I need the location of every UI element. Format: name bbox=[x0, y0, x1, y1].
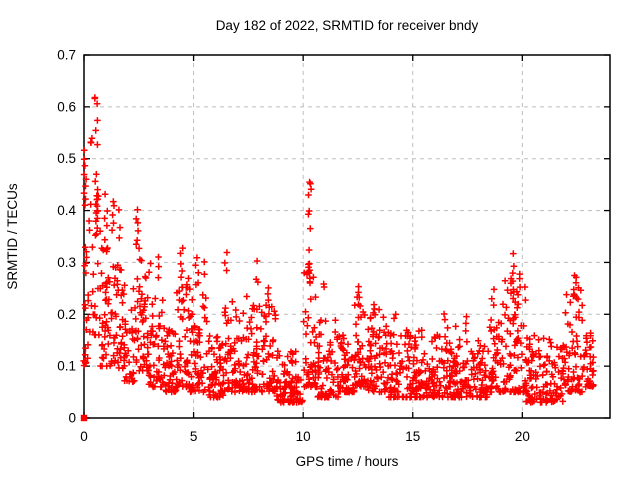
y-tick-label: 0.4 bbox=[57, 203, 76, 218]
data-points bbox=[80, 94, 597, 422]
y-tick-label: 0.5 bbox=[57, 151, 76, 166]
scatter-markers bbox=[80, 94, 597, 406]
plot-border-rect bbox=[83, 54, 611, 419]
y-tick-label: 0.3 bbox=[57, 255, 76, 270]
y-tick-label: 0.7 bbox=[57, 48, 76, 63]
chart-title: Day 182 of 2022, SRMTID for receiver bnd… bbox=[216, 18, 479, 33]
x-tick-label: 5 bbox=[190, 429, 198, 444]
x-tick-label: 20 bbox=[515, 429, 530, 444]
x-tick-label: 0 bbox=[80, 429, 88, 444]
x-tick-label: 10 bbox=[296, 429, 311, 444]
y-tick-label: 0.6 bbox=[57, 99, 76, 114]
y-axis-label: SRMTID / TECUs bbox=[5, 183, 20, 290]
y-tick-label: 0.1 bbox=[57, 359, 76, 374]
plot-border bbox=[83, 54, 611, 419]
x-tick-label: 15 bbox=[405, 429, 420, 444]
origin-point-cluster bbox=[80, 414, 88, 422]
tick-labels: 0 5 10 15 20 0 0.1 0.2 0.3 0.4 0.5 0.6 0.7 bbox=[57, 48, 530, 445]
y-tick-label: 0 bbox=[68, 411, 76, 426]
x-axis-label: GPS time / hours bbox=[296, 454, 399, 469]
y-tick-label: 0.2 bbox=[57, 307, 76, 322]
